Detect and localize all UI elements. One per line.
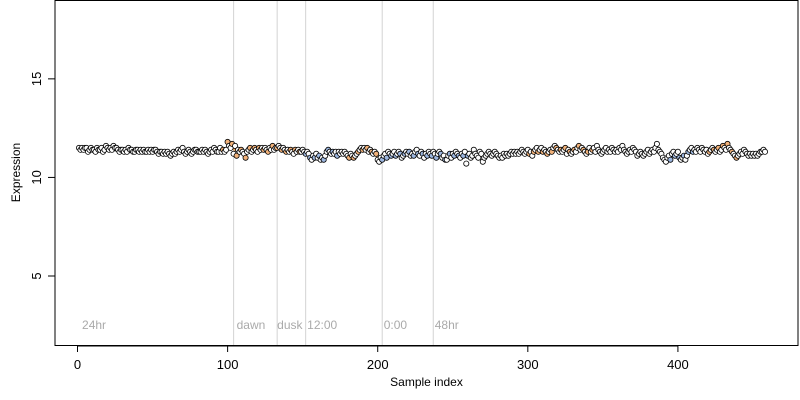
x-tick-label: 300 [517, 357, 539, 372]
time-annotations: 24hr dawn dusk 12:00 0:00 48hr [82, 318, 459, 332]
time-annotation-label: dusk [277, 318, 303, 332]
data-point [463, 160, 470, 167]
data-point [233, 152, 240, 159]
data-point [242, 154, 249, 161]
time-annotation-label: 24hr [82, 318, 106, 332]
x-axis-title: Sample index [390, 375, 463, 389]
time-annotation-label: 12:00 [307, 318, 337, 332]
time-annotation-label: dawn [237, 318, 266, 332]
y-axis-ticks: 5 10 15 [29, 72, 56, 280]
data-points [76, 138, 769, 167]
x-tick-label: 400 [667, 357, 689, 372]
x-tick-label: 200 [367, 357, 389, 372]
y-tick-label: 15 [29, 72, 44, 86]
x-tick-label: 100 [217, 357, 239, 372]
data-point [674, 148, 681, 155]
y-tick-label: 10 [29, 170, 44, 184]
data-point [653, 140, 660, 147]
vertical-reference-lines [233, 1, 434, 345]
data-point [762, 148, 769, 155]
plot-frame [54, 0, 799, 346]
data-point [232, 142, 239, 149]
y-tick-label: 5 [29, 272, 44, 279]
time-annotation-label: 0:00 [384, 318, 408, 332]
data-point [373, 150, 380, 157]
time-annotation-label: 48hr [435, 318, 459, 332]
x-tick-label: 0 [74, 357, 81, 372]
data-point [475, 154, 482, 161]
data-point [667, 156, 674, 163]
y-axis-title: Expression [9, 143, 23, 202]
x-axis-ticks: 0 100 200 300 400 [74, 345, 689, 372]
